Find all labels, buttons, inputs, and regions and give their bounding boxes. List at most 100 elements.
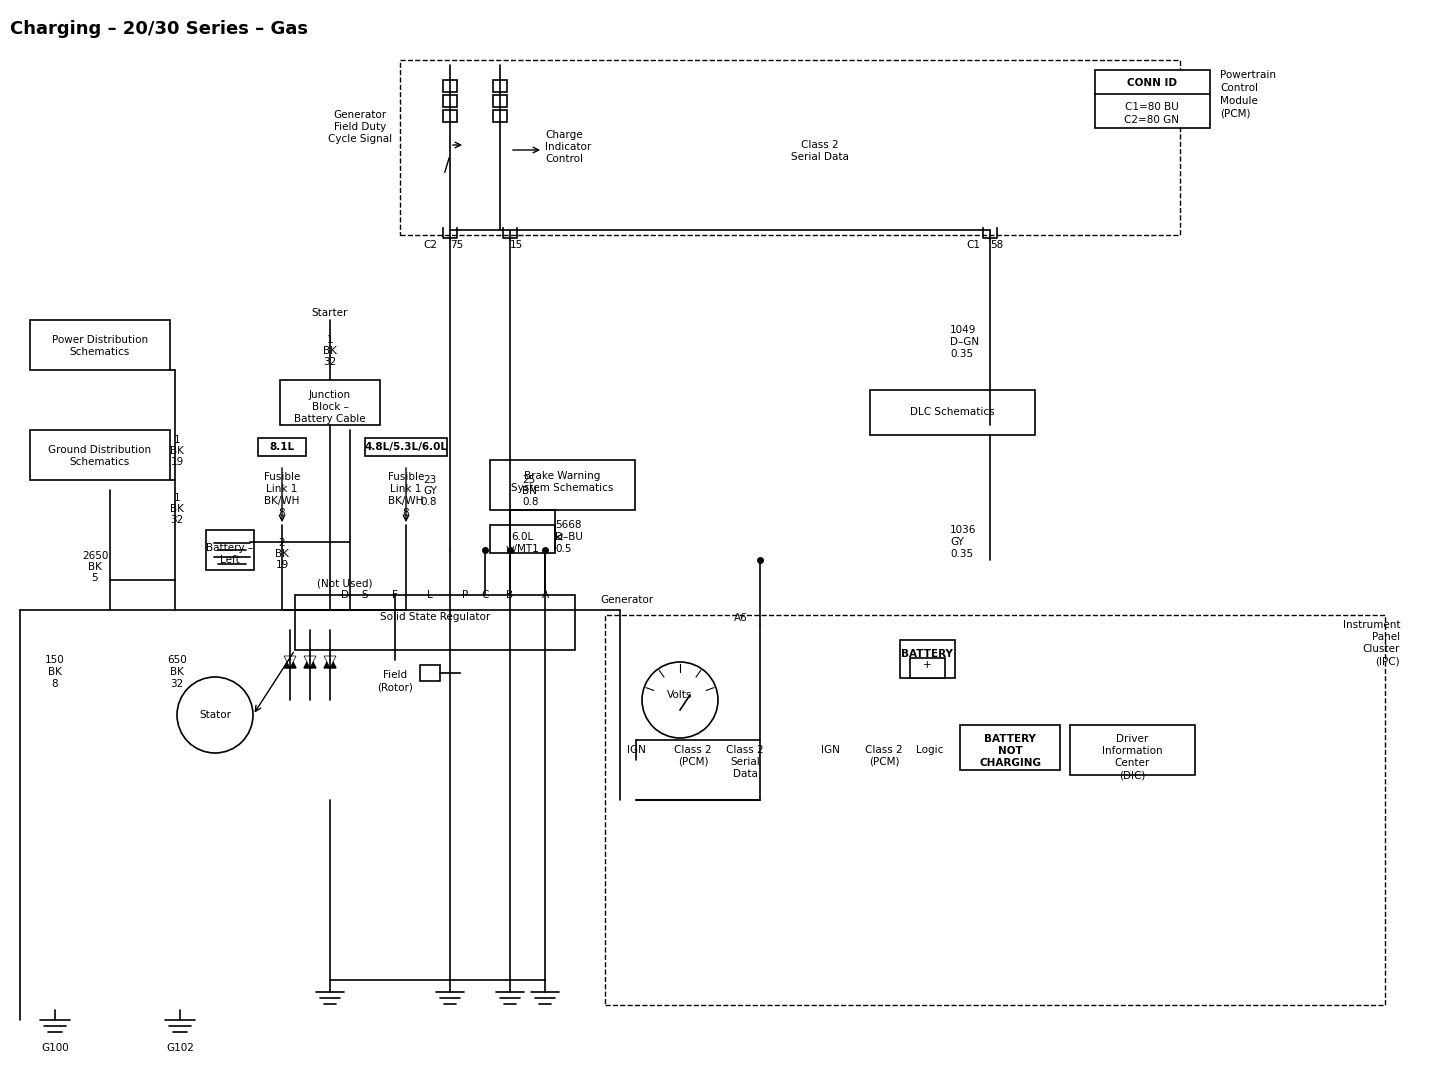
Text: 19: 19 xyxy=(170,457,184,467)
Text: Link 1: Link 1 xyxy=(390,483,422,494)
Bar xyxy=(279,379,380,425)
Text: Starter: Starter xyxy=(312,308,348,318)
Text: 650: 650 xyxy=(167,655,187,665)
Text: Volts: Volts xyxy=(667,690,693,700)
Bar xyxy=(910,658,945,678)
Text: A: A xyxy=(541,590,549,600)
Bar xyxy=(900,640,955,678)
Text: CHARGING: CHARGING xyxy=(979,758,1041,768)
Text: Class 2: Class 2 xyxy=(726,745,763,755)
Text: IGN: IGN xyxy=(626,745,645,755)
Polygon shape xyxy=(304,656,315,668)
Text: Powertrain: Powertrain xyxy=(1220,70,1276,80)
Text: Logic: Logic xyxy=(916,745,943,755)
Text: Module: Module xyxy=(1220,96,1259,106)
Text: Class 2: Class 2 xyxy=(865,745,903,755)
Text: Cluster: Cluster xyxy=(1362,644,1400,654)
Polygon shape xyxy=(284,656,297,668)
Text: 25: 25 xyxy=(521,475,536,485)
Text: 0.35: 0.35 xyxy=(950,549,973,559)
Text: BK: BK xyxy=(275,549,289,559)
Text: Schematics: Schematics xyxy=(71,347,130,357)
Text: Ground Distribution: Ground Distribution xyxy=(49,445,151,455)
Text: 8: 8 xyxy=(279,508,285,518)
Text: BK: BK xyxy=(170,504,184,513)
Text: Fusible: Fusible xyxy=(264,472,300,482)
Text: 5668: 5668 xyxy=(554,520,582,530)
Text: 32: 32 xyxy=(324,357,337,367)
Bar xyxy=(1070,725,1195,775)
Text: Schematics: Schematics xyxy=(71,457,130,467)
Text: BATTERY: BATTERY xyxy=(901,649,953,659)
Bar xyxy=(444,110,456,122)
Text: BK: BK xyxy=(88,562,102,572)
Text: D–GN: D–GN xyxy=(950,337,979,347)
Text: Charge: Charge xyxy=(544,130,583,140)
Text: Solid State Regulator: Solid State Regulator xyxy=(380,612,490,622)
Text: BK: BK xyxy=(48,667,62,678)
Bar xyxy=(444,95,456,107)
Text: 32: 32 xyxy=(170,679,184,689)
Text: CONN ID: CONN ID xyxy=(1128,78,1176,88)
Text: (DIC): (DIC) xyxy=(1119,770,1145,780)
Text: Indicator: Indicator xyxy=(544,142,592,152)
Text: 75: 75 xyxy=(449,240,464,250)
Polygon shape xyxy=(324,656,336,668)
Text: Link 1: Link 1 xyxy=(266,483,298,494)
Text: NOT: NOT xyxy=(998,746,1022,756)
Bar xyxy=(490,460,635,510)
Text: Fusible: Fusible xyxy=(387,472,425,482)
Text: C1=80 BU: C1=80 BU xyxy=(1125,102,1179,111)
Text: Instrument: Instrument xyxy=(1342,620,1400,630)
Text: 4.8L/5.3L/6.0L: 4.8L/5.3L/6.0L xyxy=(364,442,448,452)
Text: (Not Used): (Not Used) xyxy=(317,578,373,589)
Polygon shape xyxy=(284,656,297,668)
Text: 58: 58 xyxy=(991,240,1004,250)
Bar xyxy=(1094,70,1210,128)
Text: BK: BK xyxy=(323,346,337,356)
Text: 2650: 2650 xyxy=(82,551,108,561)
Text: DLC Schematics: DLC Schematics xyxy=(910,407,994,417)
Text: Class 2: Class 2 xyxy=(801,140,840,150)
Bar xyxy=(492,80,507,92)
Text: Brake Warning: Brake Warning xyxy=(524,471,600,481)
Text: Charging – 20/30 Series – Gas: Charging – 20/30 Series – Gas xyxy=(10,20,308,38)
Text: (Rotor): (Rotor) xyxy=(377,682,413,693)
Text: +: + xyxy=(923,660,932,670)
Text: 1: 1 xyxy=(174,435,180,445)
Text: Field Duty: Field Duty xyxy=(334,122,386,132)
Bar xyxy=(364,438,446,456)
Text: 1036: 1036 xyxy=(950,525,976,535)
Text: C1: C1 xyxy=(966,240,981,250)
Text: P: P xyxy=(462,590,468,600)
Text: Driver: Driver xyxy=(1116,734,1148,744)
Text: Block –: Block – xyxy=(311,402,348,412)
Text: BK: BK xyxy=(170,667,184,678)
Text: Generator: Generator xyxy=(600,595,654,605)
Bar xyxy=(30,430,170,480)
Text: System Schematics: System Schematics xyxy=(511,483,613,493)
Text: L: L xyxy=(428,590,433,600)
Text: 23: 23 xyxy=(423,475,436,485)
Text: 8: 8 xyxy=(403,508,409,518)
Text: Information: Information xyxy=(1102,746,1162,756)
Polygon shape xyxy=(324,656,336,668)
Text: Power Distribution: Power Distribution xyxy=(52,334,148,345)
Text: C: C xyxy=(481,590,488,600)
Text: (PCM): (PCM) xyxy=(678,757,708,766)
Text: BK/WH: BK/WH xyxy=(265,496,300,506)
Text: BK/WH: BK/WH xyxy=(389,496,423,506)
Text: Center: Center xyxy=(1115,758,1149,768)
Text: 150: 150 xyxy=(45,655,65,665)
Text: D: D xyxy=(341,590,348,600)
Text: 6.0L: 6.0L xyxy=(511,532,533,542)
Text: 19: 19 xyxy=(275,560,288,570)
Text: B: B xyxy=(507,590,514,600)
Text: 8: 8 xyxy=(52,679,58,689)
Text: 0.35: 0.35 xyxy=(950,349,973,359)
Bar xyxy=(492,95,507,107)
Text: Serial: Serial xyxy=(730,757,760,766)
Text: 32: 32 xyxy=(170,515,184,525)
Text: C2=80 GN: C2=80 GN xyxy=(1125,115,1179,125)
Bar xyxy=(400,60,1179,235)
